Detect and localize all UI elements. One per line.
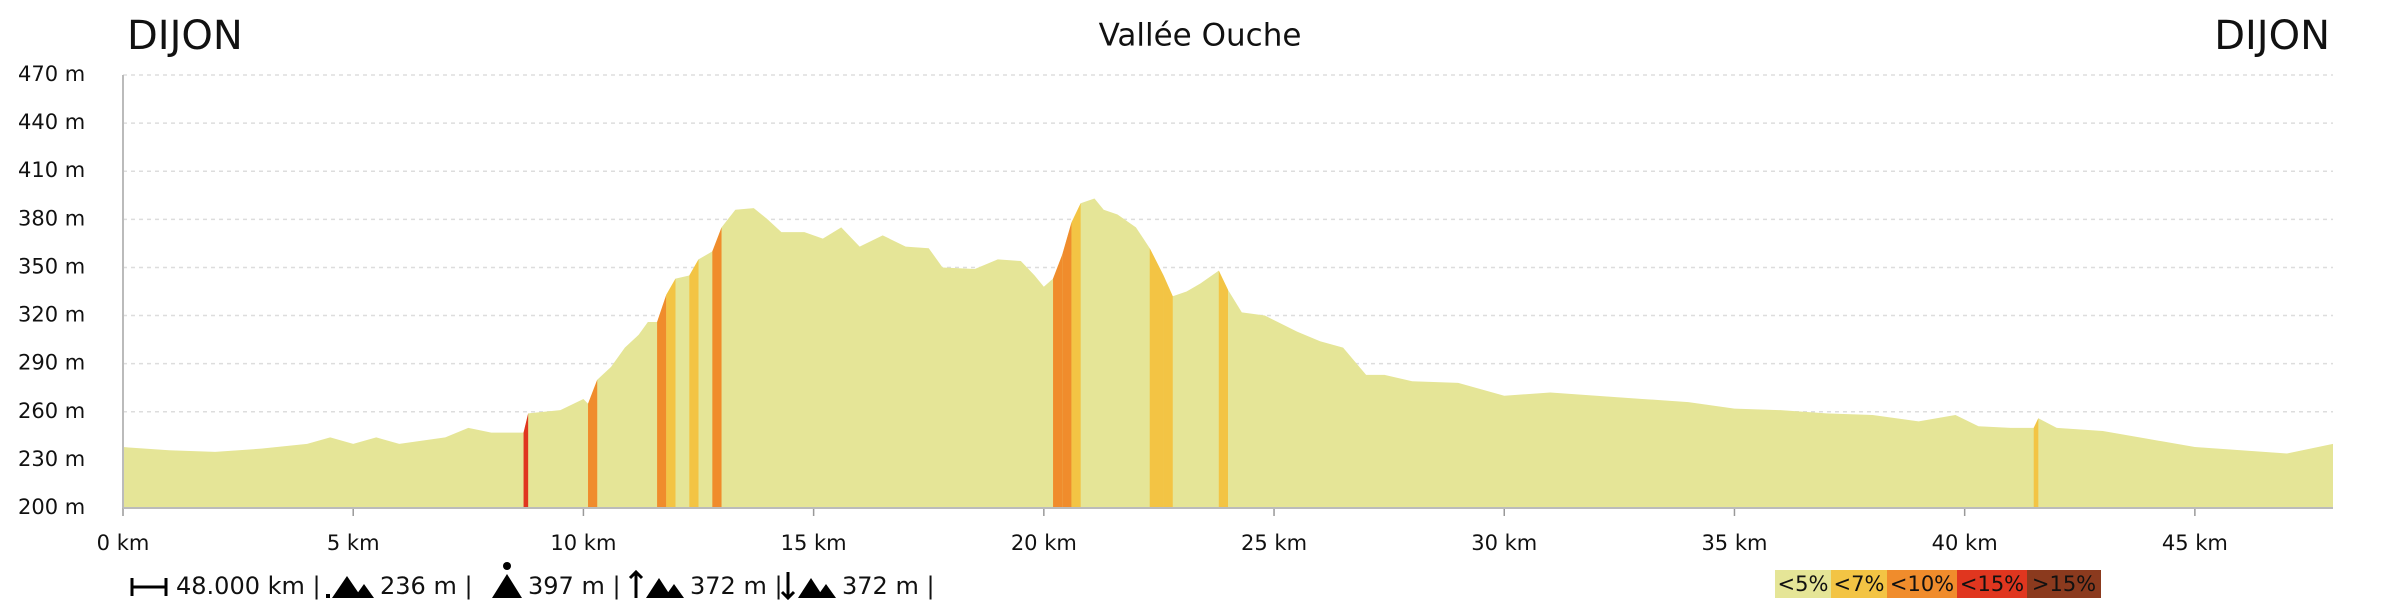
down-arrow xyxy=(780,572,796,600)
slope-segment xyxy=(1071,203,1081,508)
legend-label: <15% xyxy=(1960,572,2024,596)
gain-icon xyxy=(646,578,684,598)
legend-label: <7% xyxy=(1834,572,1885,596)
x-tick-label: 20 km xyxy=(1011,531,1077,555)
slope-segment xyxy=(1062,222,1072,508)
plot-area xyxy=(123,74,2333,509)
ascent-icon xyxy=(326,576,374,598)
stat: 48.000 km | xyxy=(176,572,321,600)
y-tick-label: 200 m xyxy=(18,495,85,519)
x-tick-label: 30 km xyxy=(1471,531,1537,555)
max-icon xyxy=(492,574,522,598)
y-tick-label: 470 m xyxy=(18,62,85,86)
slope-segment xyxy=(657,294,667,508)
legend-label: <5% xyxy=(1778,572,1829,596)
stat-icons xyxy=(130,562,836,600)
stat: 236 m | xyxy=(380,572,473,600)
slope-segment xyxy=(712,227,722,508)
y-tick-label: 440 m xyxy=(18,110,85,134)
slope-segment xyxy=(689,259,699,508)
stat: 372 m | xyxy=(842,572,935,600)
y-tick-label: 230 m xyxy=(18,447,85,471)
x-tick-label: 25 km xyxy=(1241,531,1307,555)
stat: 397 m | xyxy=(528,572,621,600)
y-tick-label: 380 m xyxy=(18,206,85,230)
x-tick-label: 45 km xyxy=(2162,531,2228,555)
stat: 372 m | xyxy=(690,572,783,600)
legend-label: <10% xyxy=(1890,572,1954,596)
slope-segment xyxy=(1149,248,1164,508)
distance-icon xyxy=(130,578,168,596)
y-tick-label: 410 m xyxy=(18,158,85,182)
x-tick-label: 10 km xyxy=(550,531,616,555)
slope-segment xyxy=(666,278,676,508)
legend-swatch xyxy=(1775,570,1831,598)
loss-icon xyxy=(798,578,836,598)
end-label: DIJON xyxy=(2214,13,2330,59)
legend-swatch xyxy=(1887,570,1957,598)
slope-segment xyxy=(588,379,598,508)
chart-title: Vallée Ouche xyxy=(1099,18,1302,54)
legend-label: >15% xyxy=(2032,572,2096,596)
max-dot xyxy=(503,562,511,570)
slope-segment xyxy=(1053,254,1063,508)
y-tick-label: 290 m xyxy=(18,351,85,375)
slope-segment xyxy=(1163,275,1173,508)
y-tick-label: 260 m xyxy=(18,399,85,423)
legend-swatch xyxy=(1831,570,1887,598)
slope-segment xyxy=(523,413,529,508)
x-tick-label: 35 km xyxy=(1701,531,1767,555)
slope-segment xyxy=(2033,418,2039,508)
start-label: DIJON xyxy=(127,13,243,59)
x-tick-label: 0 km xyxy=(97,531,150,555)
x-tick-label: 5 km xyxy=(327,531,380,555)
legend-swatch xyxy=(2027,570,2101,598)
x-tick-label: 40 km xyxy=(1932,531,1998,555)
y-tick-label: 350 m xyxy=(18,254,85,278)
x-tick-label: 15 km xyxy=(781,531,847,555)
legend-swatch xyxy=(1957,570,2027,598)
up-arrow xyxy=(628,569,644,598)
y-tick-label: 320 m xyxy=(18,303,85,327)
slope-segment xyxy=(1218,270,1228,508)
